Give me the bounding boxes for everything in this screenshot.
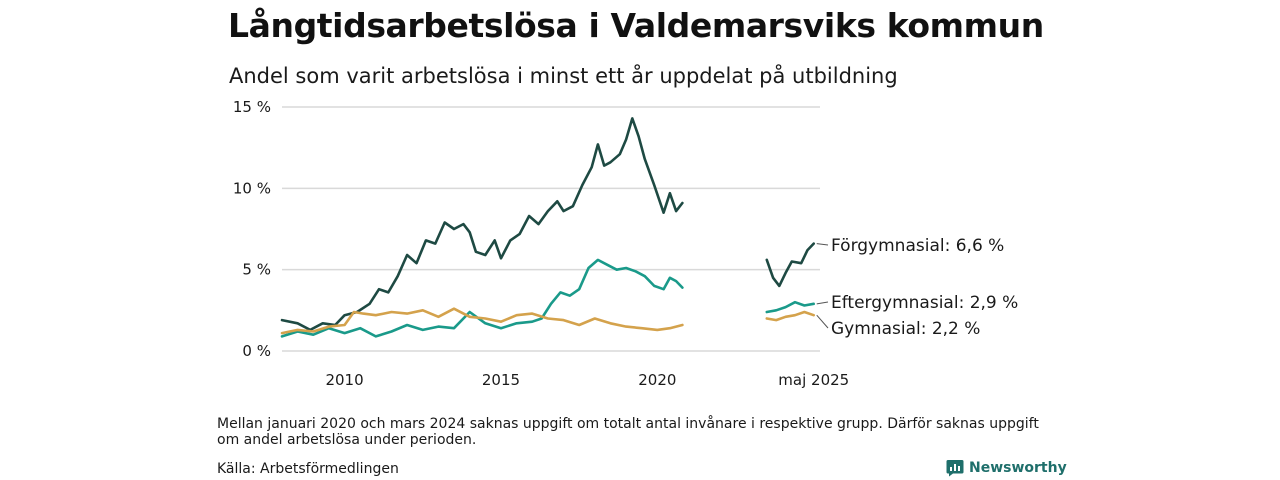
x-tick-label: 2015 [482,371,520,389]
y-tick-label: 15 % [233,98,271,116]
series-förgymnasial [280,117,816,332]
series-gymnasial [280,307,816,335]
series-line [280,258,684,338]
series-lines [280,117,816,338]
chart-title: Långtidsarbetslösa i Valdemarsviks kommu… [228,6,1044,45]
leader-line [816,314,829,329]
series-line [280,307,684,335]
x-tick-label: 2020 [638,371,676,389]
leader-line [816,243,829,246]
series-eftergymnasial [280,258,816,338]
x-tick-label: 2010 [325,371,363,389]
chart-subtitle: Andel som varit arbetslösa i minst ett å… [229,64,898,88]
brand[interactable]: Newsworthy [946,459,1067,477]
series-line [765,242,816,288]
brand-name: Newsworthy [969,460,1067,476]
grid-lines [282,106,820,352]
line-chart: 0 % 5 % 10 % 15 % 2010 2015 2020 maj 2025 Förg… [233,98,1018,389]
y-axis-labels: 0 % 5 % 10 % 15 % [233,98,271,360]
leader-line [816,301,829,305]
end-labels: Förgymnasial: 6,6 % Eftergymnasial: 2,9 %… [816,236,1018,339]
newsworthy-logo-icon [946,460,964,477]
series-line [765,300,816,314]
y-tick-label: 10 % [233,179,271,197]
y-tick-label: 5 % [242,261,271,279]
end-label-eftergymnasial: Eftergymnasial: 2,9 % [831,293,1018,313]
y-tick-label: 0 % [242,342,271,360]
series-line [765,310,816,322]
series-line [280,117,684,332]
source-note: Källa: Arbetsförmedlingen [217,461,399,477]
end-label-gymnasial: Gymnasial: 2,2 % [831,319,980,339]
end-label-förgymnasial: Förgymnasial: 6,6 % [831,236,1004,256]
x-tick-label: maj 2025 [778,371,849,389]
footnote: Mellan januari 2020 och mars 2024 saknas… [217,416,1039,448]
x-axis-labels: 2010 2015 2020 maj 2025 [325,371,849,389]
